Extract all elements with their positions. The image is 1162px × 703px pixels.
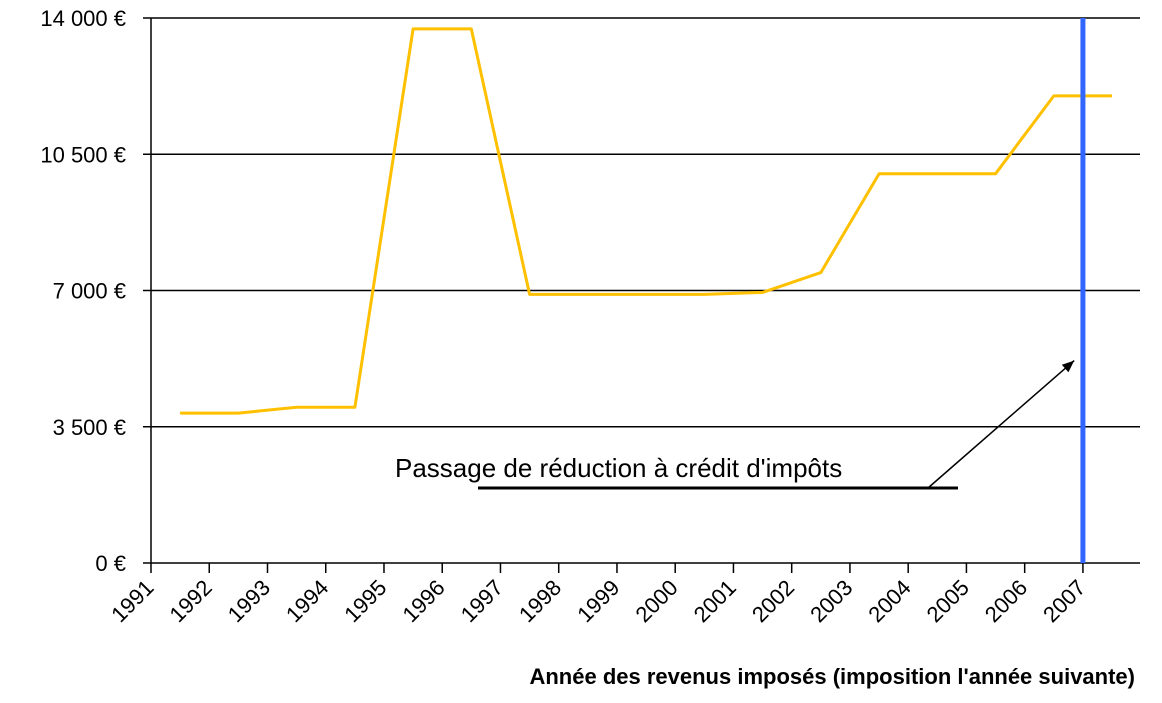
x-tick-label-2007: 2007 [1038, 575, 1090, 627]
y-tick-label-3: 10 500 € [40, 142, 126, 167]
x-tick-label-1993: 1993 [223, 575, 275, 627]
x-tick-label-2002: 2002 [747, 575, 799, 627]
x-tick-label-1992: 1992 [164, 575, 216, 627]
x-tick-label-1996: 1996 [397, 575, 449, 627]
x-axis-label: Année des revenus imposés (imposition l'… [529, 664, 1135, 689]
series-line-0 [180, 27, 1112, 415]
x-tick-label-1995: 1995 [339, 575, 391, 627]
x-tick-label-2001: 2001 [689, 575, 741, 627]
x-tick-label-2003: 2003 [805, 575, 857, 627]
x-tick-label-2005: 2005 [922, 575, 974, 627]
series-layer [180, 27, 1112, 415]
x-tick-label-1999: 1999 [572, 575, 624, 627]
y-axis-ticks: 0 € 3 500 € 7 000 € 10 500 € 14 000 € [40, 6, 151, 576]
annotation-arrow-head [1061, 360, 1075, 373]
y-tick-label-0: 0 € [95, 551, 126, 576]
x-tick-label-2006: 2006 [980, 575, 1032, 627]
x-tick-label-1991: 1991 [106, 575, 158, 627]
axes [150, 18, 1140, 564]
gridlines [151, 17, 1140, 428]
y-tick-label-1: 3 500 € [53, 415, 126, 440]
y-tick-label-2: 7 000 € [53, 279, 126, 304]
x-tick-label-1998: 1998 [514, 575, 566, 627]
x-axis-ticks: 1991 1992 1993 1994 1995 1996 1997 1998 1999 2000… [106, 563, 1090, 627]
x-tick-label-1997: 1997 [456, 575, 508, 627]
annotation-text: Passage de réduction à crédit d'impôts [395, 453, 842, 483]
x-tick-label-1994: 1994 [281, 575, 333, 627]
y-tick-label-4: 14 000 € [40, 6, 126, 31]
annotation-layer: Passage de réduction à crédit d'impôts [395, 360, 1075, 490]
x-tick-label-2000: 2000 [630, 575, 682, 627]
x-tick-label-2004: 2004 [863, 575, 915, 627]
annotation-arrow-line [927, 360, 1075, 489]
